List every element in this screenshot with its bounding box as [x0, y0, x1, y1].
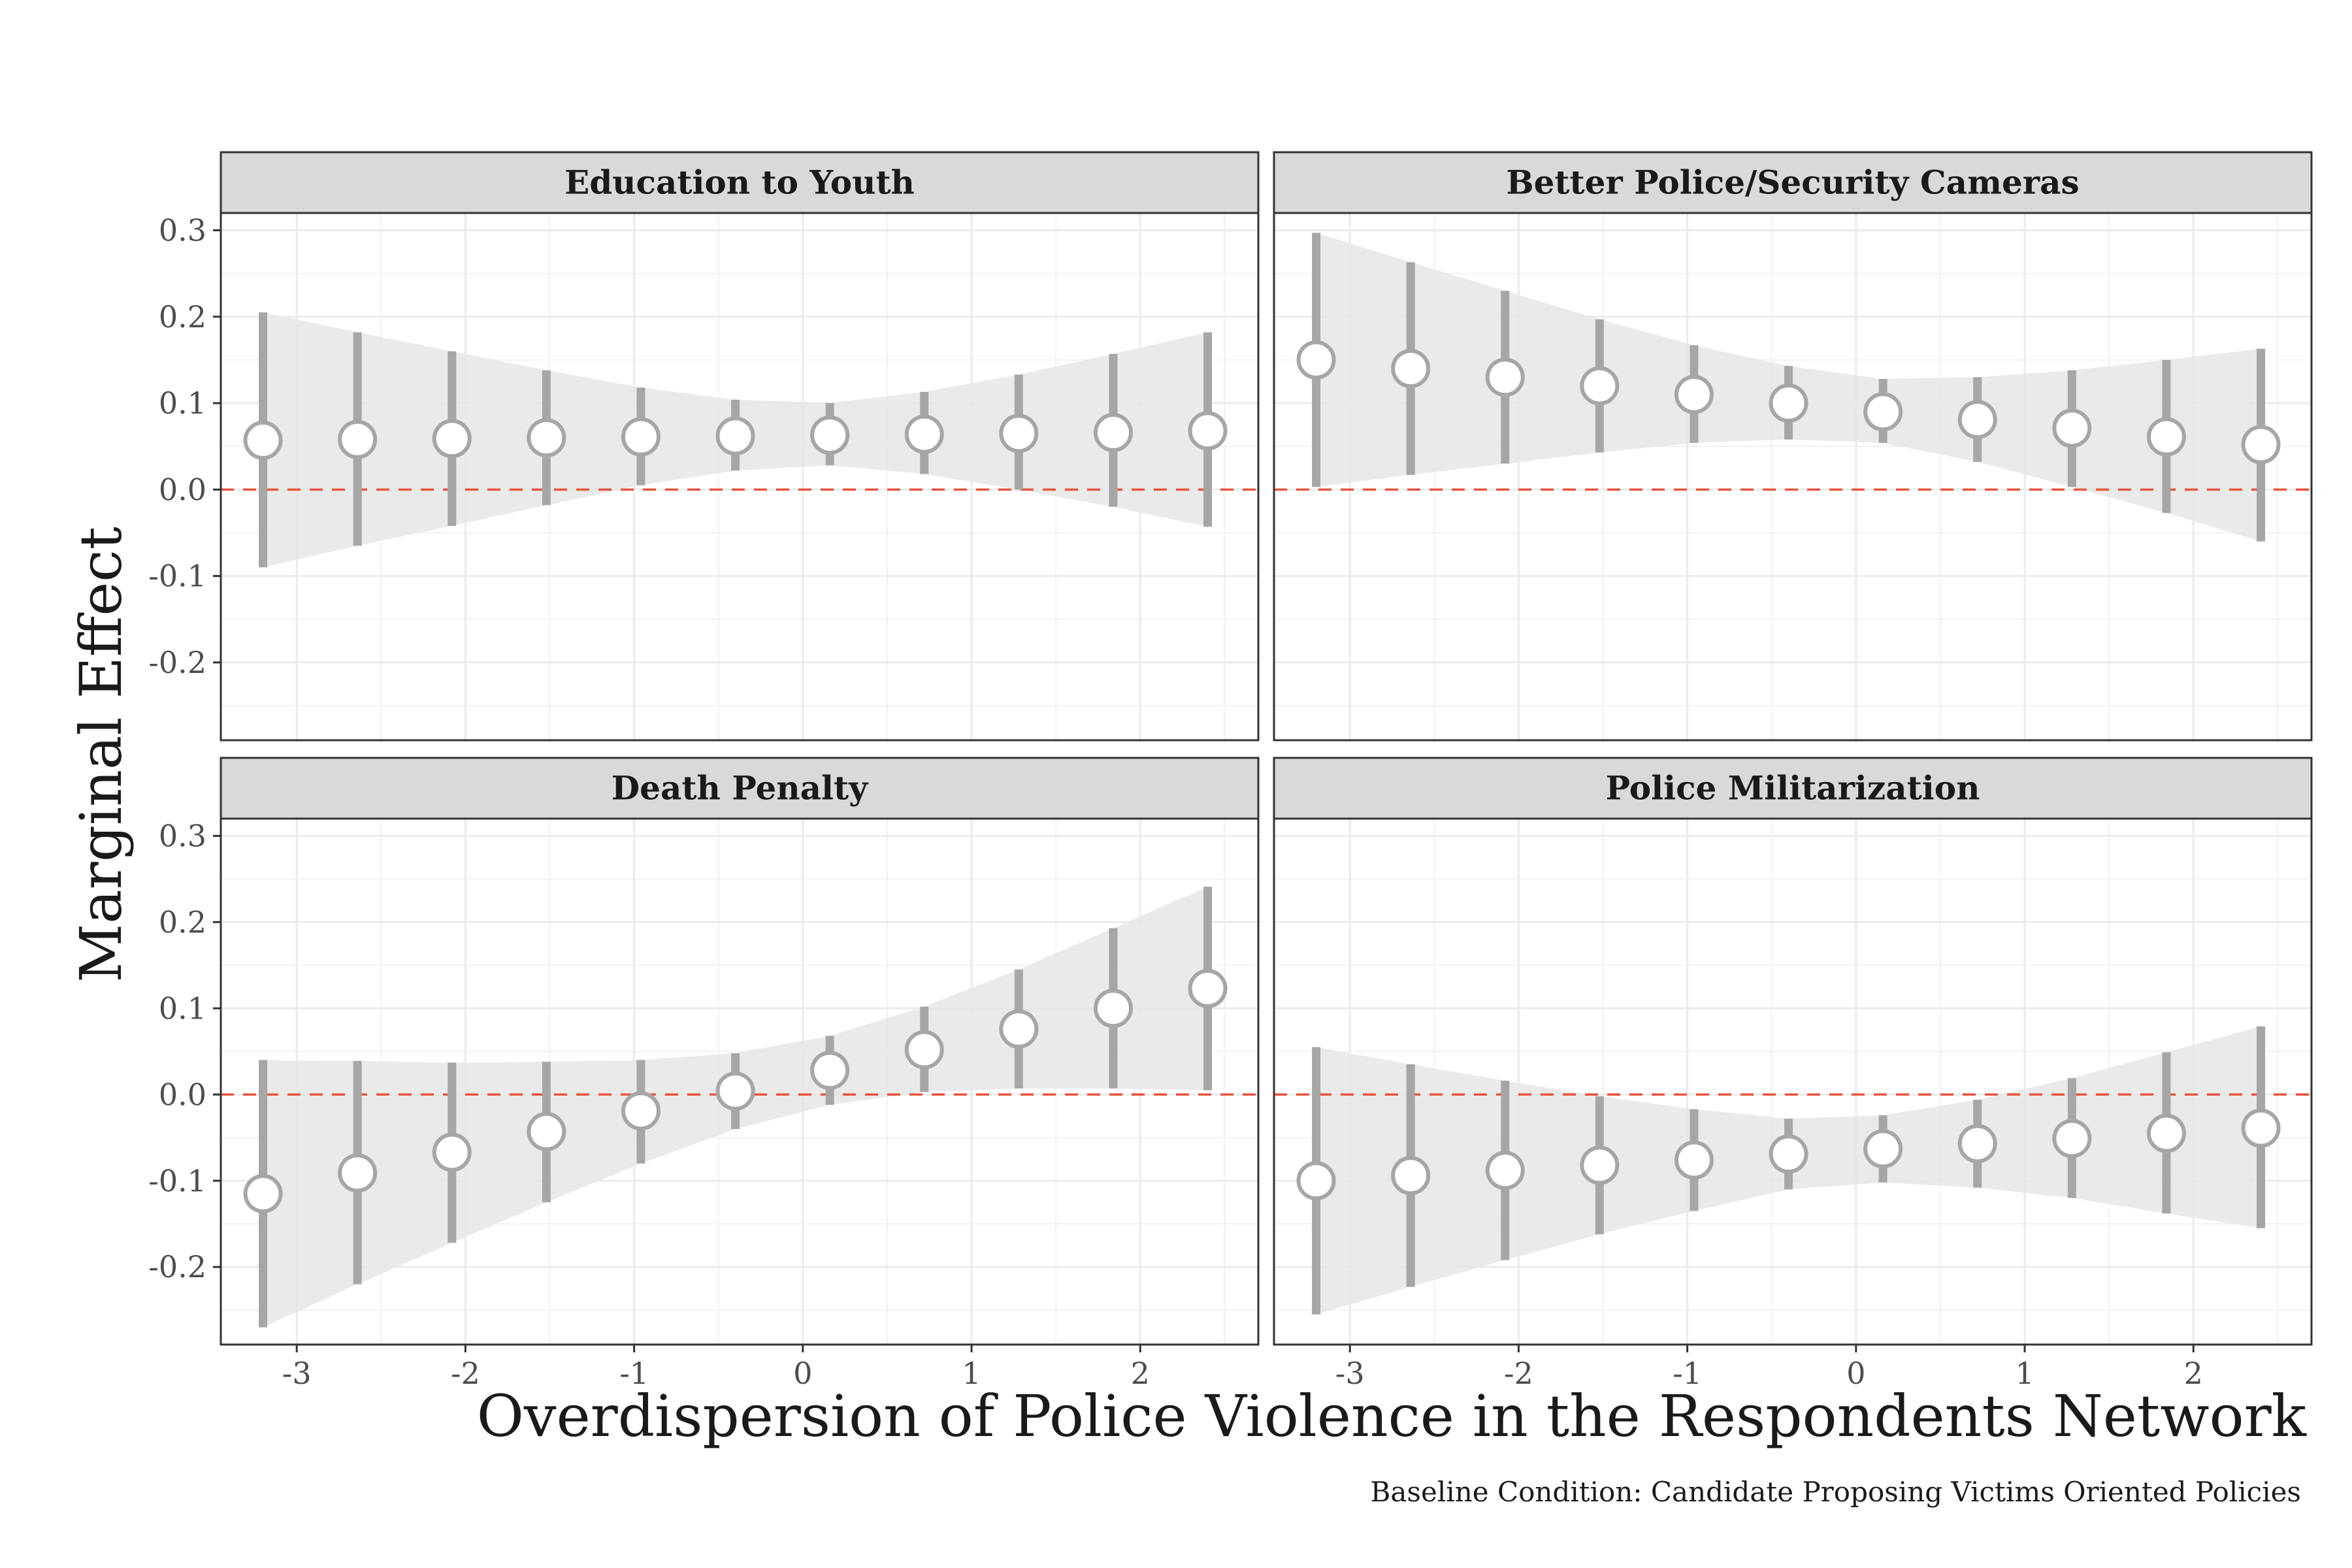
- point-estimate: [2241, 1108, 2281, 1148]
- panels-layer: Education to Youth Better Police/Security…: [220, 151, 2313, 1346]
- facet-strip: [220, 151, 1260, 214]
- y-tick-label: 0.0: [159, 1077, 206, 1112]
- point-estimate: [1188, 411, 1228, 451]
- x-tick-label: 1: [2015, 1356, 2034, 1391]
- point-estimate: [243, 420, 283, 460]
- point-estimate: [243, 1174, 283, 1214]
- point-estimate: [338, 419, 378, 459]
- y-tick-label: 0.1: [159, 990, 206, 1026]
- panel-border: [1273, 212, 2313, 742]
- facet-panel-0: Education to Youth: [220, 151, 1260, 742]
- point-estimate: [1863, 392, 1903, 432]
- y-tick-label: -0.1: [148, 1163, 206, 1198]
- point-estimate: [527, 417, 566, 457]
- facet-title: Better Police/Security Cameras: [1506, 163, 2079, 202]
- point-estimate: [1863, 1129, 1903, 1169]
- x-tick-label: 2: [1131, 1356, 1150, 1391]
- x-tick-label: -1: [1673, 1356, 1702, 1391]
- point-estimate: [1580, 366, 1620, 406]
- panel-border: [1273, 817, 2313, 1346]
- point-estimate: [1391, 349, 1431, 389]
- point-estimate: [338, 1153, 378, 1193]
- x-tick-label: -2: [451, 1356, 480, 1391]
- facet-strip: [220, 757, 1260, 820]
- y-tick-label: 0.2: [159, 299, 206, 335]
- point-estimate: [999, 1009, 1039, 1049]
- facet-strip: [1273, 151, 2313, 214]
- point-estimate: [1957, 1124, 1997, 1164]
- panel-border: [220, 212, 1260, 742]
- point-estimate: [432, 419, 472, 459]
- x-tick-label: -3: [1335, 1356, 1365, 1391]
- point-estimate: [1674, 374, 1714, 414]
- x-tick-label: 1: [962, 1356, 981, 1391]
- point-estimate: [810, 415, 850, 455]
- x-tick-label: -1: [619, 1356, 649, 1391]
- y-tick-label: 0.0: [159, 472, 206, 507]
- point-estimate: [1093, 413, 1133, 453]
- point-estimate: [810, 1051, 850, 1090]
- facet-title: Police Militarization: [1606, 769, 1980, 808]
- x-axis-title: Overdispersion of Police Violence in the…: [477, 1382, 2307, 1450]
- panel-border: [220, 817, 1260, 1346]
- point-estimate: [2052, 1119, 2092, 1158]
- point-estimate: [715, 1071, 755, 1111]
- y-tick-label: 0.2: [159, 904, 206, 939]
- facet-strip: [1273, 757, 2313, 820]
- axes-layer: -0.2 -0.1 0.0 0.1 0.2 0.3 -0.2 -0.1 0.0 0.1 0.2 0.3…: [148, 212, 2203, 1391]
- point-estimate: [1485, 357, 1525, 397]
- point-estimate: [904, 1030, 944, 1070]
- point-estimate: [2146, 1113, 2186, 1153]
- caption: Baseline Condition: Candidate Proposing …: [1371, 1476, 2301, 1508]
- point-estimate: [1580, 1145, 1620, 1185]
- point-estimate: [715, 416, 755, 456]
- x-tick-label: -2: [1504, 1356, 1533, 1391]
- point-estimate: [2052, 408, 2092, 448]
- y-tick-label: -0.2: [148, 1249, 206, 1284]
- y-tick-label: 0.3: [159, 818, 206, 853]
- y-tick-label: -0.2: [148, 645, 206, 680]
- point-estimate: [621, 417, 661, 457]
- x-tick-label: -3: [282, 1356, 312, 1391]
- facet-title: Death Penalty: [612, 769, 869, 808]
- x-tick-label: 2: [2184, 1356, 2203, 1391]
- point-estimate: [1093, 988, 1133, 1028]
- y-tick-label: 0.3: [159, 212, 206, 248]
- x-tick-label: 0: [1846, 1356, 1865, 1391]
- point-estimate: [999, 414, 1039, 453]
- point-estimate: [1296, 340, 1336, 380]
- point-estimate: [1769, 1134, 1808, 1174]
- point-estimate: [904, 414, 944, 454]
- y-axis-title: Marginal Effect: [67, 527, 135, 983]
- facet-panel-1: Better Police/Security Cameras: [1273, 151, 2313, 742]
- point-estimate: [432, 1132, 472, 1172]
- facet-panel-3: Police Militarization: [1273, 757, 2313, 1346]
- point-estimate: [1674, 1140, 1714, 1180]
- point-estimate: [527, 1112, 566, 1152]
- point-estimate: [1957, 400, 1997, 440]
- x-tick-label: 0: [793, 1356, 812, 1391]
- point-estimate: [1296, 1161, 1336, 1201]
- point-estimate: [1485, 1151, 1525, 1190]
- point-estimate: [1769, 384, 1808, 423]
- point-estimate: [1188, 968, 1228, 1008]
- point-estimate: [2146, 417, 2186, 457]
- point-estimate: [1391, 1156, 1431, 1196]
- y-tick-label: -0.1: [148, 559, 206, 594]
- facet-panel-2: Death Penalty: [220, 757, 1260, 1346]
- point-estimate: [2241, 425, 2281, 465]
- point-estimate: [621, 1091, 661, 1131]
- y-tick-label: 0.1: [159, 385, 206, 421]
- facet-title: Education to Youth: [564, 163, 915, 202]
